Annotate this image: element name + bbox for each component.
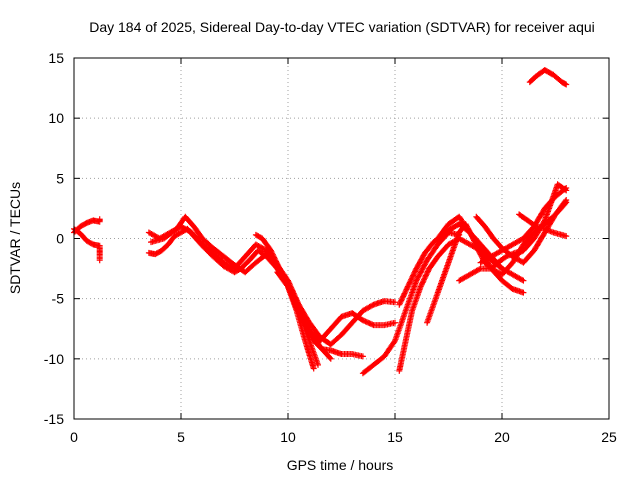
chart-title: Day 184 of 2025, Sidereal Day-to-day VTE… [89, 19, 595, 35]
x-axis-label: GPS time / hours [287, 457, 394, 473]
series-marks-track-15 [473, 197, 570, 266]
y-tick-label: 15 [48, 50, 64, 66]
series-track-08 [280, 271, 321, 368]
x-tick-label: 5 [177, 429, 185, 445]
x-tick-label: 20 [494, 429, 510, 445]
y-tick-label: -10 [44, 351, 64, 367]
series-marks-track-19 [526, 67, 570, 88]
series-marks-track-18 [516, 211, 570, 240]
y-tick-label: 0 [56, 231, 64, 247]
x-tick-label: 25 [601, 429, 617, 445]
y-tick-label: 10 [48, 110, 64, 126]
series-track-15 [473, 197, 570, 266]
series-track-13 [434, 213, 527, 296]
x-tick-label: 15 [387, 429, 403, 445]
series-marks-track-13 [434, 213, 527, 296]
y-axis-label: SDTVAR / TECUs [7, 182, 23, 294]
series-marks-track-08 [280, 271, 321, 368]
y-tick-label: -15 [44, 411, 64, 427]
x-tick-label: 10 [280, 429, 296, 445]
grid-lines [74, 58, 609, 419]
series-track-18 [516, 211, 570, 240]
series-track-19 [526, 67, 570, 88]
data-marks [71, 67, 570, 377]
y-tick-label: -5 [52, 291, 65, 307]
axis-ticks: 0 5 10 15 20 25 -15 -10 -5 0 5 10 15 [44, 50, 617, 445]
y-tick-label: 5 [56, 170, 64, 186]
x-tick-label: 0 [70, 429, 78, 445]
